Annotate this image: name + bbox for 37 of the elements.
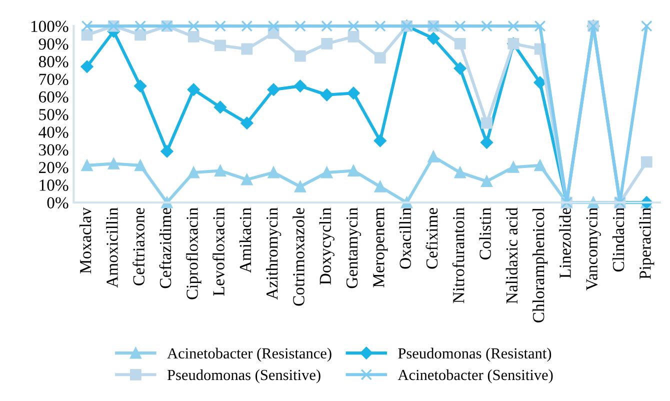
y-tick-label: 70% [39,74,68,85]
x-tick-label: Chloramphenicol [532,208,548,322]
legend-label: Acinetobacter (Resistance) [167,348,332,362]
y-tick-label: 0% [47,197,68,209]
x-tick-label: Amikacin [239,208,252,273]
x-tick-label: Doxycyclin [319,208,334,285]
y-tick-label: 30% [39,144,68,156]
y-tick-label: 80% [38,56,68,68]
y-tick-label: 60% [39,91,68,103]
x-tick-label: Ciprofloxacin [186,208,202,300]
x-tick-label: Moxaclav [79,207,92,274]
x-tick-label: Meropenem [373,208,388,288]
x-tick-label: Ceftazidime [159,208,172,288]
y-tick-label: 50% [39,108,68,120]
legend-label: Pseudomonas (Resistant) [398,348,552,362]
x-tick-label: Nitrofurantoin [452,208,464,304]
legend-label: Acinetobacter (Sensitive) [398,369,553,384]
x-tick-label: Amoxicillin [106,208,118,288]
x-tick-label: Oxacillin [399,208,411,269]
x-tick-label: Vancomycin [586,208,601,290]
x-tick-label: Cefixime [426,208,438,269]
x-tick-label: Colistin [479,208,491,260]
x-tick-label: Nalidaxic acid [506,208,518,304]
y-tick-label: 90% [38,38,68,50]
y-tick-label: 20% [39,162,68,174]
x-tick-label: Clindacin [612,208,624,272]
x-tick-label: Gentamycin [346,208,362,288]
x-tick-label: Linezolide [559,208,571,278]
x-tick-label: Cotrimoxazole [292,208,304,306]
x-tick-label: Ceftriaxone [132,208,144,286]
legend-label: Pseudomonas (Sensitive) [167,369,320,384]
x-tick-label: Azithromycin [266,208,282,300]
x-tick-label: Piperacilin [639,208,654,280]
y-tick-label: 100% [31,20,68,32]
x-tick-label: Levofloxacin [212,208,224,296]
y-tick-label: 10% [40,180,68,191]
y-tick-label: 40% [38,126,68,138]
